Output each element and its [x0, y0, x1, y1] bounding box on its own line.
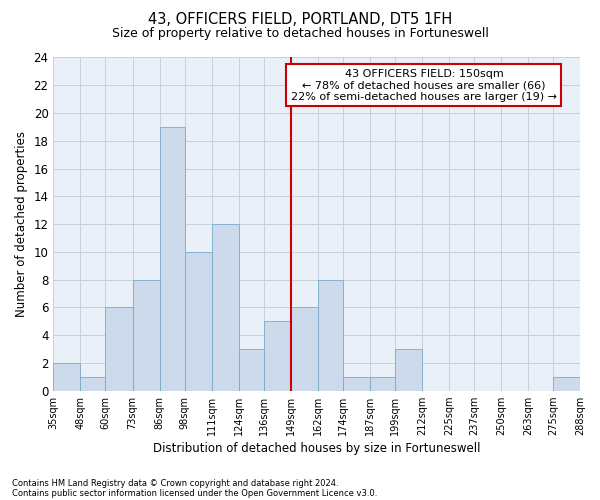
- Bar: [212, 224, 239, 390]
- X-axis label: Distribution of detached houses by size in Fortuneswell: Distribution of detached houses by size …: [153, 442, 481, 455]
- Bar: [80, 377, 106, 390]
- Bar: [553, 377, 580, 390]
- Bar: [185, 252, 212, 390]
- Bar: [160, 127, 185, 390]
- Text: 43 OFFICERS FIELD: 150sqm
← 78% of detached houses are smaller (66)
22% of semi-: 43 OFFICERS FIELD: 150sqm ← 78% of detac…: [291, 68, 557, 102]
- Bar: [263, 322, 290, 390]
- Bar: [318, 280, 343, 390]
- Bar: [53, 363, 80, 390]
- Text: Size of property relative to detached houses in Fortuneswell: Size of property relative to detached ho…: [112, 28, 488, 40]
- Bar: [370, 377, 395, 390]
- Bar: [133, 280, 160, 390]
- Text: 43, OFFICERS FIELD, PORTLAND, DT5 1FH: 43, OFFICERS FIELD, PORTLAND, DT5 1FH: [148, 12, 452, 28]
- Bar: [106, 308, 133, 390]
- Text: Contains HM Land Registry data © Crown copyright and database right 2024.: Contains HM Land Registry data © Crown c…: [12, 478, 338, 488]
- Bar: [343, 377, 370, 390]
- Y-axis label: Number of detached properties: Number of detached properties: [15, 131, 28, 317]
- Bar: [239, 349, 263, 391]
- Bar: [395, 349, 422, 391]
- Text: Contains public sector information licensed under the Open Government Licence v3: Contains public sector information licen…: [12, 488, 377, 498]
- Bar: [290, 308, 318, 390]
